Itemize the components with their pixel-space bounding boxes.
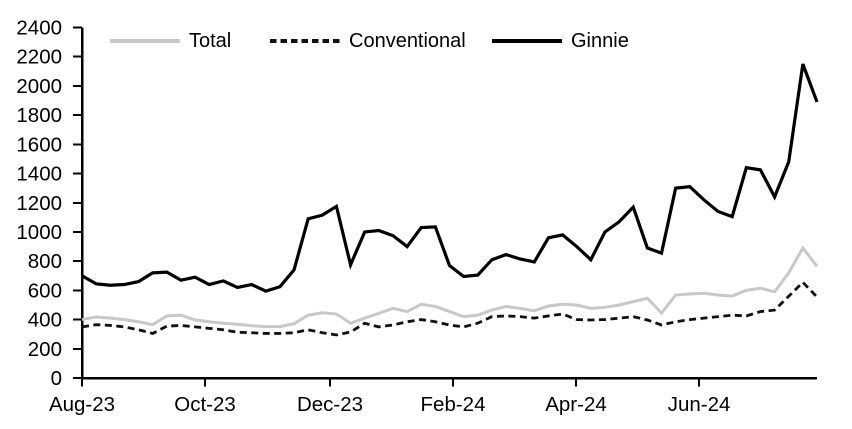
x-tick-label: Dec-23 (297, 393, 363, 416)
y-tick-label: 600 (28, 279, 62, 302)
series-line-ginnie (81, 63, 819, 293)
x-tick-label: Oct-23 (174, 393, 236, 416)
series-group (81, 63, 819, 337)
total-line-sample (110, 39, 180, 43)
legend-item-ginnie: Ginnie (492, 30, 629, 52)
y-tick-label: 1400 (16, 163, 62, 186)
y-tick-label: 1800 (16, 104, 62, 127)
series-line-conventional (81, 280, 819, 337)
y-tick-label: 200 (28, 338, 62, 361)
y-tick-label: 1200 (16, 192, 62, 215)
legend-label-ginnie: Ginnie (571, 30, 629, 52)
legend: Total Conventional Ginnie (0, 0, 852, 60)
ginnie-line-sample (492, 39, 562, 43)
legend-item-conventional: Conventional (270, 30, 466, 52)
conventional-line-sample (270, 39, 340, 43)
y-tick-label: 2200 (16, 46, 62, 69)
y-tick-label: 1000 (16, 221, 62, 244)
legend-label-conventional: Conventional (349, 30, 466, 52)
x-tick-label: Feb-24 (421, 393, 486, 416)
y-tick-label: 2000 (16, 75, 62, 98)
y-tick-label: 800 (28, 250, 62, 273)
axes-group: 0 200 400 600 800 1000 1200 1400 1600 1800 2000 220… (16, 17, 817, 416)
series-line-total (81, 245, 819, 329)
x-tick-label: Apr-24 (545, 393, 607, 416)
legend-label-total: Total (189, 30, 232, 52)
y-tick-label: 2400 (16, 17, 62, 40)
x-tick-label: Jun-24 (668, 393, 731, 416)
legend-item-total: Total (110, 30, 231, 52)
x-tick-label: Aug-23 (49, 393, 115, 416)
y-tick-label: 400 (28, 309, 62, 332)
y-tick-label: 1600 (16, 133, 62, 156)
y-tick-label: 0 (51, 367, 62, 390)
